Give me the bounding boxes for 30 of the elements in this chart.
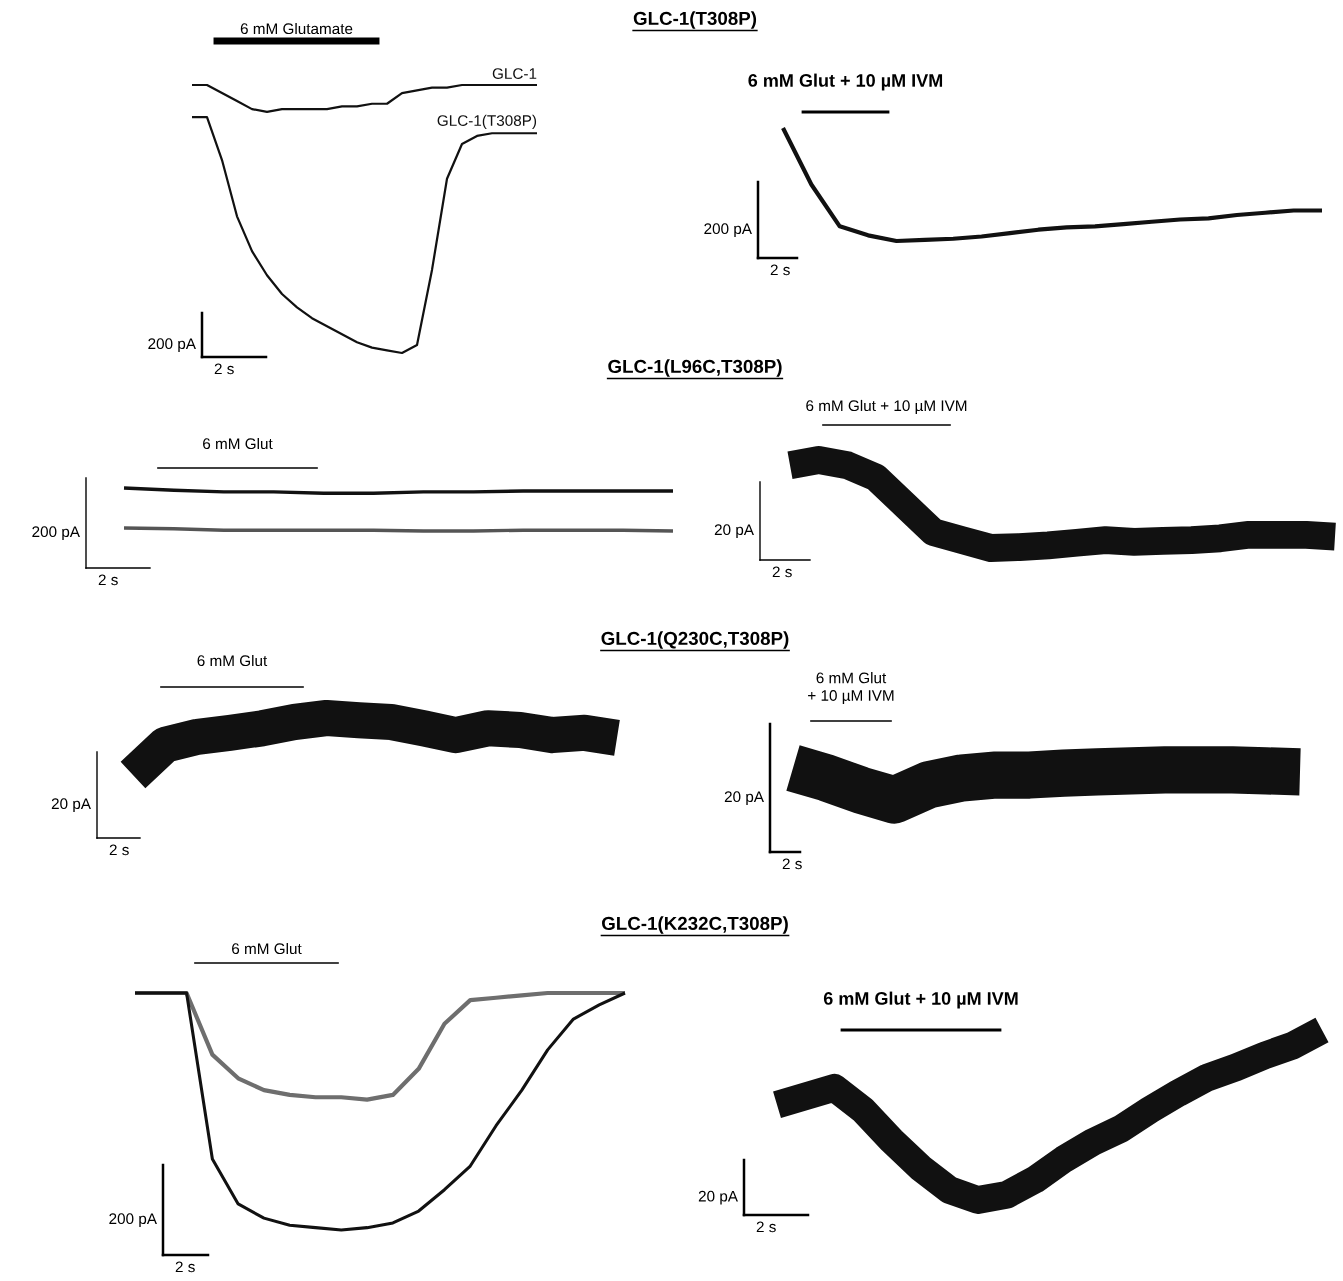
text: 6 mM Glutamate xyxy=(240,22,353,35)
text: 2 s xyxy=(109,844,129,856)
annotation: 200 pA xyxy=(109,1213,157,1228)
series-label: GLC-1 xyxy=(492,68,537,79)
text: 6 mM Glut + 10 µM IVM xyxy=(748,73,943,91)
text: 200 pA xyxy=(32,526,80,541)
text: 6 mM Glut + 10 µM IVM xyxy=(808,672,894,704)
text: 2 s xyxy=(772,566,792,578)
text: 6 mM Glut + 10 µM IVM xyxy=(806,399,967,415)
series-label: GLC-1(T308P) xyxy=(437,114,537,129)
text: GLC-1(K232C,T308P) xyxy=(602,916,788,934)
annotation: 200 pA xyxy=(148,338,196,353)
text: 6 mM Glut + 10 µM IVM xyxy=(823,991,1018,1009)
text: GLC-1(T308P) xyxy=(633,11,757,29)
text: 20 pA xyxy=(724,791,764,806)
text: 6 mM Glut xyxy=(203,437,273,450)
text: 2 s xyxy=(782,858,802,870)
text: 20 pA xyxy=(698,1190,738,1205)
text: GLC-1(L96C,T308P) xyxy=(608,359,782,377)
text: 2 s xyxy=(770,264,790,276)
text: 200 pA xyxy=(704,223,752,238)
text: 2 s xyxy=(214,363,234,375)
text: 20 pA xyxy=(51,798,91,813)
text: GLC-1(Q230C,T308P) xyxy=(601,631,789,649)
text: 2 s xyxy=(98,574,118,586)
text: 2 s xyxy=(175,1261,195,1273)
text: 6 mM Glut xyxy=(232,942,302,955)
text: 2 s xyxy=(756,1221,776,1233)
text: 20 pA xyxy=(714,524,754,539)
text: 6 mM Glut xyxy=(197,654,268,667)
